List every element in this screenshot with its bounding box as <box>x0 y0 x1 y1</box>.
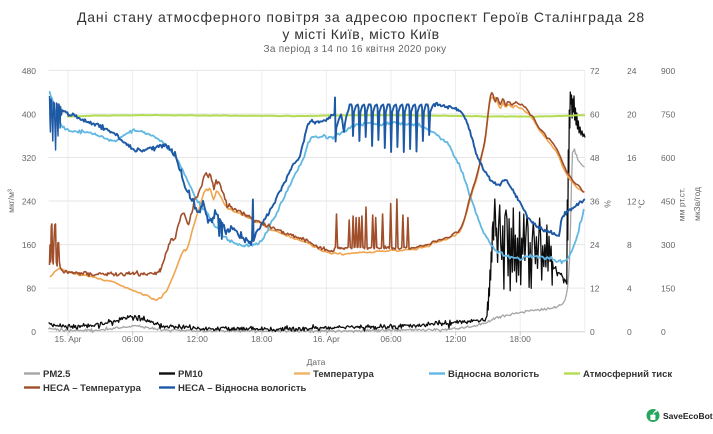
svg-text:%: % <box>603 200 613 208</box>
svg-text:20: 20 <box>627 109 637 119</box>
svg-text:480: 480 <box>22 66 36 76</box>
svg-text:320: 320 <box>22 153 36 163</box>
svg-text:PM2.5: PM2.5 <box>43 369 71 380</box>
svg-text:HECA – Відносна вологість: HECA – Відносна вологість <box>178 383 307 394</box>
svg-text:мкг/м³: мкг/м³ <box>6 189 16 213</box>
svg-text:Дані стану атмосферного повітр: Дані стану атмосферного повітря за адрес… <box>77 9 645 25</box>
svg-text:600: 600 <box>661 153 675 163</box>
svg-text:у місті Київ, місто Київ: у місті Київ, місто Київ <box>282 26 439 42</box>
svg-text:0: 0 <box>661 327 666 337</box>
svg-text:12: 12 <box>590 284 600 294</box>
svg-text:15. Apr: 15. Apr <box>55 334 82 344</box>
svg-text:16. Apr: 16. Apr <box>313 334 340 344</box>
svg-text:Температура: Температура <box>313 369 374 380</box>
svg-text:150: 150 <box>661 284 675 294</box>
svg-text:300: 300 <box>661 240 675 250</box>
svg-text:Атмосферний тиск: Атмосферний тиск <box>583 369 672 380</box>
svg-text:24: 24 <box>627 66 637 76</box>
svg-text:0: 0 <box>31 327 36 337</box>
svg-text:0: 0 <box>590 327 595 337</box>
svg-text:0: 0 <box>627 327 632 337</box>
svg-text:36: 36 <box>590 197 600 207</box>
svg-text:18:00: 18:00 <box>251 334 273 344</box>
svg-text:16: 16 <box>627 153 637 163</box>
svg-text:PM10: PM10 <box>178 369 203 380</box>
svg-text:18:00: 18:00 <box>510 334 532 344</box>
svg-text:4: 4 <box>627 284 632 294</box>
svg-text:12:00: 12:00 <box>187 334 209 344</box>
svg-text:48: 48 <box>590 153 600 163</box>
svg-text:Відносна вологість: Відносна вологість <box>448 369 539 380</box>
svg-text:80: 80 <box>27 284 37 294</box>
svg-text:HECA – Температура: HECA – Температура <box>43 383 142 394</box>
svg-text:900: 900 <box>661 66 675 76</box>
svg-text:мм рт.ст.: мм рт.ст. <box>677 188 687 221</box>
svg-text:160: 160 <box>22 240 36 250</box>
svg-text:400: 400 <box>22 109 36 119</box>
svg-text:Дата: Дата <box>307 357 326 367</box>
svg-text:60: 60 <box>590 109 600 119</box>
svg-text:°C: °C <box>637 199 647 209</box>
svg-text:мкЗв/год: мкЗв/год <box>692 187 702 221</box>
svg-text:За період з 14 по 16 квітня 20: За період з 14 по 16 квітня 2020 року <box>264 44 447 55</box>
svg-text:24: 24 <box>590 240 600 250</box>
svg-text:750: 750 <box>661 109 675 119</box>
svg-text:12:00: 12:00 <box>445 334 467 344</box>
svg-text:SaveEcoBot: SaveEcoBot <box>663 411 713 421</box>
svg-text:06:00: 06:00 <box>122 334 144 344</box>
svg-text:72: 72 <box>590 66 600 76</box>
svg-text:12: 12 <box>627 197 637 207</box>
svg-text:450: 450 <box>661 197 675 207</box>
svg-text:8: 8 <box>627 240 632 250</box>
svg-text:06:00: 06:00 <box>380 334 402 344</box>
svg-text:240: 240 <box>22 197 36 207</box>
